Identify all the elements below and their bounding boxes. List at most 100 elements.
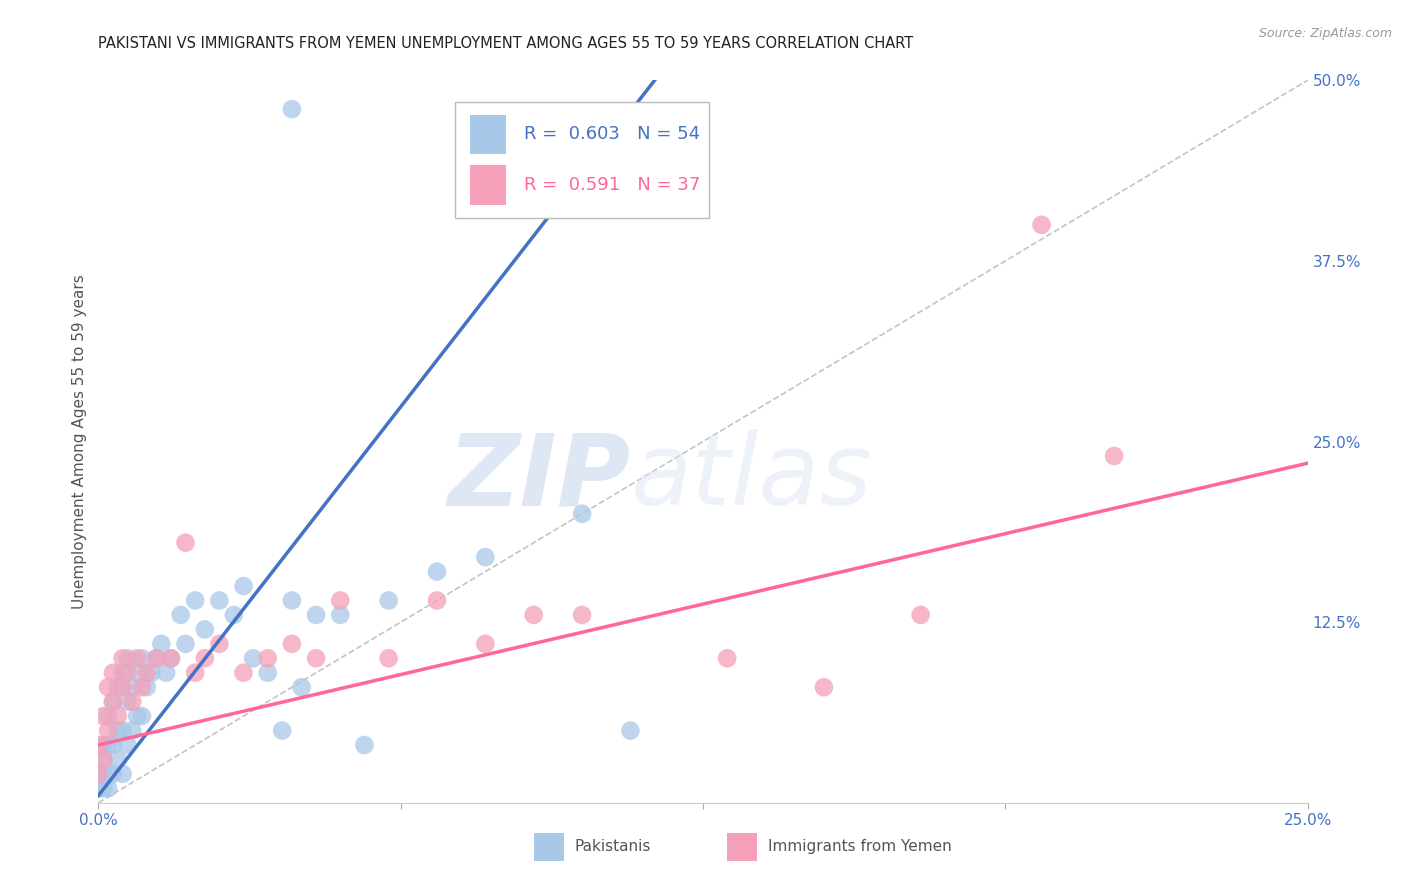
Point xyxy=(155,665,177,680)
Point xyxy=(101,767,124,781)
Point xyxy=(91,781,114,796)
Point xyxy=(1102,449,1125,463)
Point xyxy=(101,695,124,709)
Point xyxy=(145,651,167,665)
Point xyxy=(150,637,173,651)
Point xyxy=(111,651,134,665)
Point xyxy=(174,637,197,651)
Point xyxy=(281,102,304,116)
Point xyxy=(127,665,149,680)
Point xyxy=(329,607,352,622)
Point xyxy=(121,695,143,709)
Point xyxy=(97,738,120,752)
Point xyxy=(160,651,183,665)
Point xyxy=(135,680,157,694)
Point xyxy=(1031,218,1053,232)
Point xyxy=(184,593,207,607)
Point xyxy=(91,709,114,723)
Point xyxy=(97,709,120,723)
Point xyxy=(160,651,183,665)
Point xyxy=(101,738,124,752)
Point xyxy=(117,695,139,709)
Point xyxy=(426,593,449,607)
Bar xyxy=(534,833,564,861)
Point xyxy=(353,738,375,752)
Point xyxy=(97,723,120,738)
Point xyxy=(87,781,110,796)
Point xyxy=(121,680,143,694)
Point xyxy=(222,607,245,622)
Point xyxy=(107,752,129,766)
Point xyxy=(169,607,191,622)
Point xyxy=(305,607,328,622)
Point xyxy=(87,767,110,781)
Point xyxy=(281,593,304,607)
Point xyxy=(377,651,399,665)
Point xyxy=(97,680,120,694)
Point xyxy=(619,723,641,738)
Point xyxy=(91,752,114,766)
Point xyxy=(256,651,278,665)
Point xyxy=(256,665,278,680)
Text: ZIP: ZIP xyxy=(447,429,630,526)
Bar xyxy=(470,165,506,205)
Text: R =  0.591   N = 37: R = 0.591 N = 37 xyxy=(524,176,700,194)
Point xyxy=(87,767,110,781)
Point xyxy=(107,709,129,723)
Text: Source: ZipAtlas.com: Source: ZipAtlas.com xyxy=(1258,27,1392,40)
Point xyxy=(813,680,835,694)
Point xyxy=(523,607,546,622)
Point xyxy=(194,623,217,637)
Point xyxy=(131,651,153,665)
Point xyxy=(111,767,134,781)
Point xyxy=(101,695,124,709)
Point xyxy=(174,535,197,549)
Point xyxy=(474,637,496,651)
Point xyxy=(131,709,153,723)
Point xyxy=(141,665,163,680)
Point xyxy=(426,565,449,579)
Point xyxy=(232,665,254,680)
Point xyxy=(111,723,134,738)
Point xyxy=(107,680,129,694)
FancyBboxPatch shape xyxy=(456,102,709,218)
Point xyxy=(127,651,149,665)
Point xyxy=(87,738,110,752)
Text: atlas: atlas xyxy=(630,429,872,526)
Point xyxy=(329,593,352,607)
Point xyxy=(290,680,312,694)
Point xyxy=(208,593,231,607)
Point xyxy=(107,723,129,738)
Point xyxy=(117,738,139,752)
Point xyxy=(97,767,120,781)
Bar xyxy=(727,833,758,861)
Point xyxy=(91,752,114,766)
Point xyxy=(377,593,399,607)
Y-axis label: Unemployment Among Ages 55 to 59 years: Unemployment Among Ages 55 to 59 years xyxy=(72,274,87,609)
Point xyxy=(127,709,149,723)
Point xyxy=(305,651,328,665)
Text: Pakistanis: Pakistanis xyxy=(575,838,651,854)
Text: PAKISTANI VS IMMIGRANTS FROM YEMEN UNEMPLOYMENT AMONG AGES 55 TO 59 YEARS CORREL: PAKISTANI VS IMMIGRANTS FROM YEMEN UNEMP… xyxy=(98,36,914,51)
Point xyxy=(97,781,120,796)
Point xyxy=(242,651,264,665)
Point xyxy=(111,680,134,694)
Point xyxy=(271,723,294,738)
Point xyxy=(117,651,139,665)
Point xyxy=(571,607,593,622)
Point xyxy=(281,637,304,651)
Point xyxy=(910,607,932,622)
Point xyxy=(184,665,207,680)
Point xyxy=(716,651,738,665)
Point xyxy=(131,680,153,694)
Point xyxy=(101,665,124,680)
Point xyxy=(145,651,167,665)
Point xyxy=(571,507,593,521)
Point xyxy=(474,550,496,565)
Point xyxy=(117,665,139,680)
Text: Immigrants from Yemen: Immigrants from Yemen xyxy=(768,838,952,854)
Point xyxy=(111,665,134,680)
Point xyxy=(232,579,254,593)
Point xyxy=(208,637,231,651)
Bar xyxy=(470,114,506,154)
